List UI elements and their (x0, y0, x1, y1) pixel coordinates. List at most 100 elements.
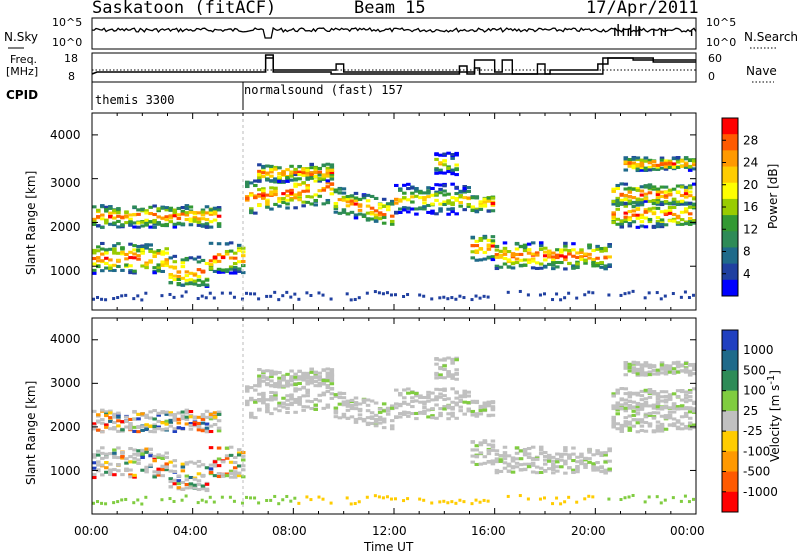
power-cell (683, 157, 689, 161)
velocity-cell (164, 412, 170, 416)
velocity-cell (414, 399, 419, 403)
velocity-cell (462, 500, 466, 504)
power-cell (430, 209, 435, 213)
power-cell (321, 164, 327, 168)
velocity-cell (514, 451, 520, 455)
velocity-cell (329, 396, 335, 400)
velocity-cell (474, 498, 478, 502)
velocity-cell (220, 474, 226, 478)
power-cell (442, 171, 447, 175)
power-cell (184, 278, 190, 282)
velocity-cell (208, 463, 214, 467)
power-cell (679, 218, 685, 222)
velocity-cell (385, 406, 391, 410)
power-cell (414, 194, 419, 198)
power-cell (192, 216, 198, 220)
power-cell (675, 165, 681, 169)
velocity-cell (655, 426, 661, 430)
velocity-cell (329, 501, 333, 505)
velocity-cell (172, 427, 178, 431)
power-cell (100, 241, 105, 245)
power-cell (450, 202, 455, 207)
velocity-cell (389, 424, 395, 428)
velocity-cell (402, 388, 407, 392)
power-cell (631, 196, 637, 200)
power-cell (168, 214, 174, 218)
power-cell (261, 196, 266, 200)
power-cell (132, 248, 137, 252)
velocity-cell (325, 383, 331, 388)
velocity-cell (329, 368, 335, 372)
velocity-cell (667, 366, 673, 370)
velocity-cell (434, 376, 439, 380)
velocity-cell (687, 406, 693, 410)
nsearch-label: N.Search (744, 30, 799, 44)
velocity-cell (204, 500, 208, 504)
power-cell (418, 293, 422, 297)
power-cell (361, 193, 367, 197)
velocity-cell (301, 405, 306, 409)
power-cell (265, 171, 270, 175)
velocity-cell (611, 407, 616, 411)
power-cell (438, 187, 443, 191)
velocity-cell (583, 497, 587, 501)
velocity-cell (236, 448, 242, 452)
velocity-cell (104, 470, 109, 474)
power-cell (591, 264, 596, 268)
power-cell (313, 175, 318, 179)
power-cell (551, 258, 556, 262)
power-cell (683, 210, 689, 214)
velocity-cell (236, 464, 242, 468)
x-tick: 12:00 (372, 524, 407, 538)
power-cell (579, 250, 584, 254)
power-cell (547, 251, 552, 255)
power-cell (466, 196, 472, 200)
power-cell (438, 202, 443, 206)
velocity-cell (474, 412, 480, 416)
velocity-cell (108, 472, 113, 476)
power-cell (204, 222, 210, 226)
power-cell (486, 295, 490, 299)
velocity-cell (406, 391, 411, 395)
power-cell (478, 247, 484, 251)
velocity-cell (542, 451, 548, 455)
velocity-cell (671, 367, 677, 371)
velocity-cell (462, 389, 467, 393)
power-cell (168, 275, 174, 279)
velocity-cell (619, 398, 625, 402)
power-cell (301, 167, 306, 171)
power-cell (240, 254, 246, 258)
velocity-colorbar-swatch (722, 431, 738, 452)
power-cell (691, 293, 695, 297)
velocity-cell (333, 393, 339, 397)
power-cell (281, 170, 286, 174)
velocity-cell (100, 463, 105, 467)
power-cell (607, 255, 612, 259)
power-cell (611, 218, 616, 222)
power-cell (128, 271, 133, 275)
velocity-cell (92, 466, 97, 470)
velocity-cell (96, 453, 101, 457)
power-cell (422, 191, 427, 195)
velocity-cell (277, 404, 282, 408)
velocity-cell (228, 495, 232, 499)
velocity-cell (571, 452, 576, 456)
velocity-cell (583, 456, 588, 460)
power-cell (402, 294, 406, 298)
velocity-cell (683, 407, 689, 411)
velocity-cell (200, 487, 206, 491)
power-cell (265, 202, 270, 206)
power-cell (192, 218, 198, 222)
velocity-cell (172, 429, 178, 434)
velocity-cell (261, 391, 266, 395)
power-cell (313, 198, 318, 203)
velocity-cell (261, 379, 266, 383)
velocity-cell (623, 424, 629, 428)
velocity-cell (204, 409, 210, 413)
velocity-cell (490, 406, 496, 410)
power-cell (116, 296, 120, 300)
velocity-cell (446, 417, 451, 421)
power-cell (112, 247, 117, 251)
velocity-cell (679, 415, 685, 419)
power-cell (377, 211, 383, 215)
